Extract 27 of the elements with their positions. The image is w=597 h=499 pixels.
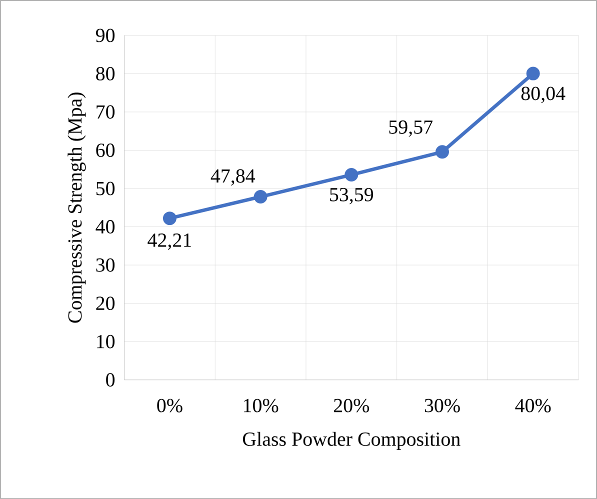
y-tick-label: 0 [106, 373, 115, 387]
data-label: 59,57 [389, 120, 432, 137]
data-label: 80,04 [521, 86, 566, 103]
x-tick-label: 30% [424, 398, 460, 412]
x-tick-label: 20% [334, 398, 370, 412]
y-tick-label: 30 [96, 258, 115, 272]
y-tick-label: 80 [96, 66, 115, 80]
data-label: 42,21 [148, 233, 191, 250]
y-tick-label: 40 [96, 220, 115, 234]
y-axis-title: Compressive Strength (Mpa) [68, 92, 86, 323]
y-tick-label: 10 [97, 334, 115, 348]
y-tick-label: 50 [96, 182, 115, 196]
data-label: 47,84 [210, 169, 256, 186]
y-tick-label: 60 [96, 143, 115, 157]
y-tick-label: 20 [96, 296, 115, 310]
data-label: 53,59 [330, 188, 374, 204]
point [526, 66, 540, 80]
point [162, 212, 176, 225]
point [436, 145, 449, 159]
point [254, 190, 268, 204]
y-tick-label: 90 [96, 28, 115, 42]
x-tick-label: 10% [244, 398, 278, 412]
point [344, 168, 358, 182]
y-tick-label: 70 [96, 105, 115, 119]
x-tick-label: 40% [515, 398, 551, 412]
x-tick-label: 0% [157, 398, 182, 412]
x-axis-title: Glass Powder Composition [242, 432, 460, 450]
